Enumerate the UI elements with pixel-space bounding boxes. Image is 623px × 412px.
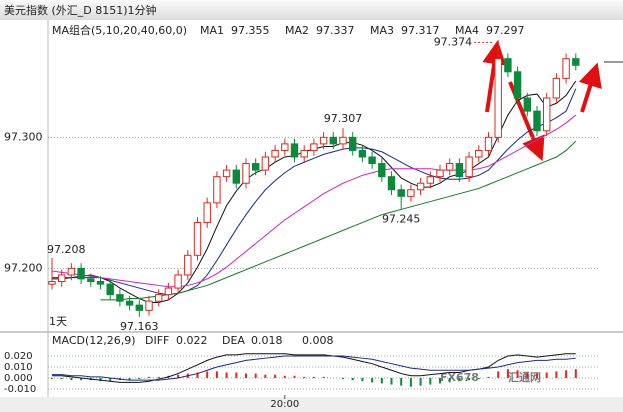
candle-body (281, 143, 289, 151)
legend-name: MA2 (285, 24, 309, 37)
candle-body (504, 58, 512, 73)
candle-body (358, 149, 367, 158)
candle-body (67, 267, 76, 276)
candle-body (106, 283, 114, 296)
candle-body (203, 202, 211, 224)
arrow (482, 40, 507, 113)
annotation: 97.307 (324, 112, 363, 125)
y-tick-label: 0.010 (4, 362, 33, 373)
candle-body (135, 304, 144, 311)
candle-body (329, 136, 338, 145)
candle-body (174, 274, 182, 289)
arrows (482, 40, 602, 162)
candle-body (387, 176, 396, 191)
candle-body (232, 169, 241, 184)
legend-value: 0.022 (176, 334, 208, 347)
legend-value: 97.297 (486, 24, 525, 37)
candle-body (155, 294, 163, 302)
candle-body (77, 267, 85, 280)
annotation: 97.208 (47, 243, 86, 256)
indicator-title: MA组合(5,10,20,40,60,0) (52, 23, 187, 37)
candle-body (213, 176, 221, 204)
candle-body (494, 58, 502, 138)
legend-name: DEA (222, 334, 245, 347)
candle-body (416, 182, 425, 191)
x-tick-label: 20:00 (270, 399, 299, 410)
candle-body (455, 163, 464, 178)
legend-name: DIFF (145, 334, 169, 347)
legend-value: 0.008 (302, 334, 334, 347)
series-line (52, 88, 577, 296)
y-tick-label: 0.020 (4, 351, 33, 362)
annotation: 97.245 (382, 212, 421, 225)
period-note: 1天 (49, 315, 67, 328)
candle-body (475, 149, 483, 158)
candle-body (349, 136, 357, 151)
page-title: 美元指数 (外汇_D 8151)1分钟 (4, 3, 157, 17)
y-tick-label: -0.010 (4, 384, 36, 395)
candle-body (552, 77, 561, 99)
y-tick-label: 97.300 (4, 130, 43, 143)
candle-body (184, 254, 192, 276)
legend-value: 97.337 (316, 24, 355, 37)
candle-body (378, 163, 386, 178)
series-line (52, 355, 576, 381)
candle-body (407, 189, 415, 197)
candle-body (513, 71, 522, 99)
candle-body (193, 222, 202, 256)
candle-body (465, 156, 473, 178)
candle-body (310, 143, 318, 151)
candle-body (125, 300, 134, 306)
series-line (52, 353, 576, 383)
indicator-title: MACD(12,26,9) (52, 334, 136, 347)
candle-body (562, 58, 570, 79)
candle-body (484, 136, 493, 151)
legend-name: MA3 (370, 24, 394, 37)
legend-name: MA4 (455, 24, 479, 37)
watermark: 汇通网 (508, 371, 541, 384)
candle-body (368, 156, 376, 165)
candle-body (290, 143, 299, 158)
candle-body (572, 58, 580, 66)
candle-body (397, 189, 405, 197)
legend-name: MA1 (200, 24, 224, 37)
candle-body (252, 163, 260, 171)
candle-body (300, 149, 308, 158)
candle-body (436, 169, 444, 178)
legend-value: 97.317 (401, 24, 440, 37)
x-axis-strip (0, 397, 623, 412)
legend-value: 0.018 (251, 334, 283, 347)
candle-body (164, 287, 173, 296)
series-line (51, 114, 577, 288)
legend-value: 97.355 (231, 24, 270, 37)
candle-body (523, 97, 531, 112)
series-line (100, 140, 577, 301)
title-bar (0, 0, 623, 20)
candle-body (426, 176, 435, 184)
annotation: 97.374 (434, 35, 473, 48)
arrow (578, 62, 602, 113)
candle-body (222, 169, 231, 178)
candle-body (339, 136, 347, 145)
candle-body (319, 136, 328, 145)
candle-body (446, 163, 454, 171)
candle-body (543, 97, 551, 132)
candle-body (533, 110, 541, 132)
candle-body (145, 300, 153, 311)
y-tick-label: 97.200 (4, 261, 43, 274)
y-tick-label: 0.000 (4, 373, 33, 384)
candle-body (271, 149, 279, 158)
candle-body (48, 281, 56, 285)
annotation: 97.163 (120, 320, 159, 333)
candle-body (116, 294, 124, 302)
candle-body (58, 274, 66, 283)
candle-body (96, 281, 105, 285)
candle-body (87, 278, 95, 283)
candle-body (242, 163, 250, 184)
candle-body (261, 156, 270, 171)
